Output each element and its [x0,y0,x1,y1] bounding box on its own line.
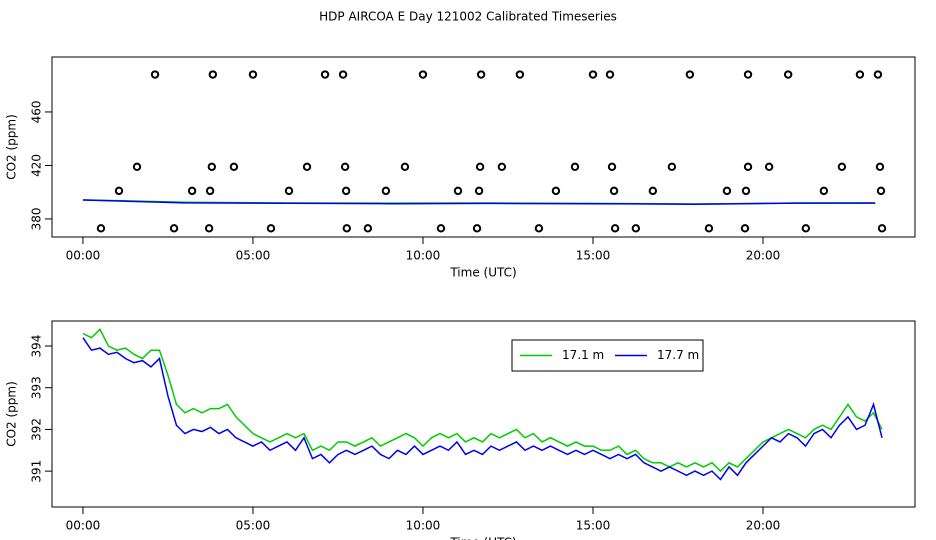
y-tick-label: 460 [30,101,44,124]
calibration-point [436,224,446,233]
calibration-point [609,186,619,196]
calibration-point [338,70,348,79]
calibration-point [381,186,391,196]
x-tick-label: 10:00 [406,519,441,533]
calibration-point [855,70,865,79]
y-tick-label: 394 [30,335,44,358]
calibration-point [610,224,620,233]
calibration-point [743,70,753,79]
calibration-point [801,224,811,233]
calibration-point [648,186,658,196]
calibration-point [875,162,885,171]
plot-frame [51,56,916,238]
plot-frame [51,320,916,508]
y-tick-label: 420 [30,154,44,177]
series-line [82,337,883,481]
calibration-point [302,162,312,171]
y-tick-label: 392 [30,418,44,441]
calibration-point [474,186,484,196]
calibration-point [497,162,507,171]
x-tick-label: 00:00 [66,249,101,263]
page-title: HDP AIRCOA E Day 121002 Calibrated Times… [319,10,617,24]
calibration-point [570,162,580,171]
calibration-point [588,70,598,79]
calibration-point [704,224,714,233]
calibration-point [475,162,485,171]
legend-label: 17.7 m [657,348,699,362]
legend-label: 17.1 m [562,348,604,362]
calibration-point [363,224,373,233]
calibration-point [873,70,883,79]
calibration-point [551,186,561,196]
calibration-point [722,186,732,196]
calibration-point [341,186,351,196]
calibration-point [208,70,218,79]
x-axis-label: Time (UTC) [449,266,516,280]
y-axis-label: CO2 (ppm) [5,381,19,447]
calibration-point [400,162,410,171]
calibration-point [764,162,774,171]
calibration-point [453,186,463,196]
calibration-point [205,186,215,196]
y-tick-label: 391 [30,460,44,483]
series-line [82,199,876,205]
calibration-point [741,186,751,196]
calibration-point [284,186,294,196]
calibration-point [515,70,525,79]
calibration-point [631,224,641,233]
x-tick-label: 05:00 [236,519,271,533]
calibration-point [150,70,160,79]
calibration-point [837,162,847,171]
calibration-point [96,224,106,233]
x-tick-label: 15:00 [576,519,611,533]
calibration-point [342,224,352,233]
calibration-point [877,224,887,233]
calibration-point [472,224,482,233]
calibration-point [132,162,142,171]
x-tick-label: 10:00 [406,249,441,263]
series-line [82,328,883,473]
calibration-point [534,224,544,233]
calibration-point [819,186,829,196]
x-tick-label: 20:00 [746,249,781,263]
calibration-point [114,186,124,196]
calibration-point [229,162,239,171]
calibration-point [476,70,486,79]
calibration-point [418,70,428,79]
calibration-point [607,162,617,171]
x-tick-label: 00:00 [66,519,101,533]
x-tick-label: 15:00 [576,249,611,263]
calibration-point [605,70,615,79]
y-tick-label: 380 [30,207,44,230]
x-tick-label: 05:00 [236,249,271,263]
calibration-point [783,70,793,79]
calibration-point [187,186,197,196]
calibration-point [685,70,695,79]
calibration-point [743,162,753,171]
x-tick-label: 20:00 [746,519,781,533]
calibration-point [204,224,214,233]
y-tick-label: 393 [30,376,44,399]
calibration-point [266,224,276,233]
x-axis-label: Time (UTC) [449,536,516,540]
calibration-point [740,224,750,233]
calibration-point [248,70,258,79]
calibration-point [667,162,677,171]
calibration-point [340,162,350,171]
calibration-point [320,70,330,79]
y-axis-label: CO2 (ppm) [5,114,19,180]
calibration-point [207,162,217,171]
calibration-point [169,224,179,233]
calibration-point [876,186,886,196]
